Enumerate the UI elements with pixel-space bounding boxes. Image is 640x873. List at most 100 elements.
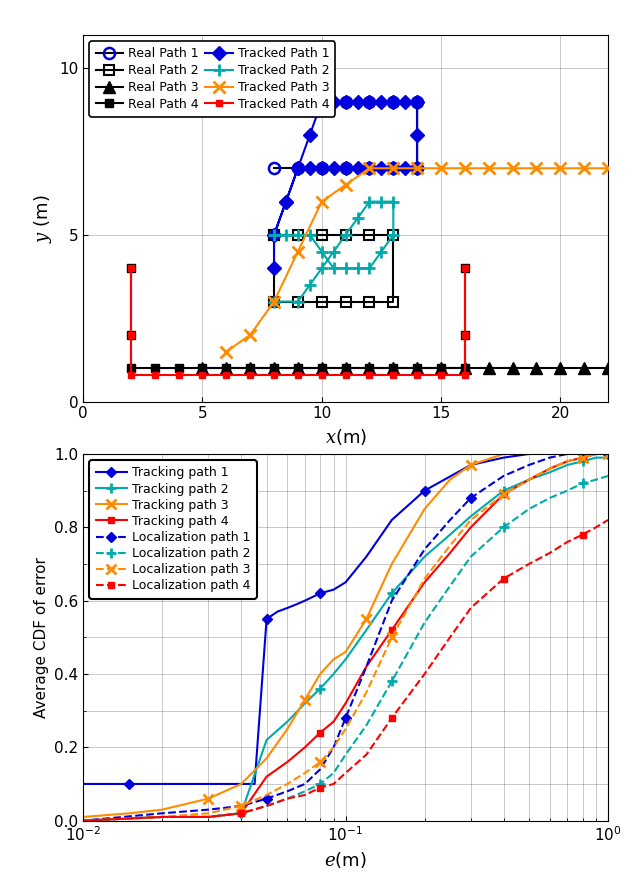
Tracking path 4 [316, 727, 324, 738]
Tracking path 1 [316, 588, 324, 599]
Tracking path 1 [525, 449, 533, 459]
Tracking path 2 [21, 815, 29, 826]
Tracked Path 2 [270, 296, 278, 306]
Tracking path 4 [284, 757, 291, 767]
Tracking path 2 [330, 669, 337, 679]
Tracked Path 1 [306, 163, 314, 174]
Real Path 1 [270, 96, 278, 107]
Localization path 2 [284, 794, 291, 804]
X-axis label: $x$(m): $x$(m) [324, 427, 367, 447]
Localization path 4 [79, 815, 87, 826]
Localization path 2 [579, 478, 586, 489]
Tracking path 1 [420, 485, 428, 496]
Real Path 1 [365, 96, 373, 107]
Localization path 2 [563, 485, 571, 496]
Real Path 1 [294, 163, 301, 174]
Tracked Path 2 [354, 263, 362, 273]
Localization path 1 [284, 786, 291, 796]
Localization path 1 [263, 794, 271, 804]
Real Path 4 [270, 363, 278, 374]
Tracking path 3 [301, 694, 308, 705]
Tracked Path 1 [378, 163, 385, 174]
Real Path 2 [270, 230, 278, 240]
Line: Tracked Path 3: Tracked Path 3 [220, 162, 614, 358]
Line: Tracked Path 2: Tracked Path 2 [268, 196, 399, 308]
Real Path 3 [390, 363, 397, 374]
Real Path 1 [365, 163, 373, 174]
Tracking path 3 [125, 808, 133, 819]
Line: Localization path 3: Localization path 3 [20, 449, 613, 826]
Localization path 1 [579, 449, 586, 459]
Tracked Path 1 [390, 96, 397, 107]
Localization path 3 [500, 489, 508, 499]
Localization path 4 [237, 808, 245, 819]
Localization path 1 [237, 801, 245, 811]
Line: Real Path 3: Real Path 3 [197, 362, 614, 374]
Tracked Path 3 [223, 347, 230, 357]
Real Path 3 [413, 363, 421, 374]
Real Path 4 [390, 363, 397, 374]
Tracking path 1 [604, 449, 612, 459]
Line: Localization path 2: Localization path 2 [20, 471, 613, 826]
Tracked Path 2 [365, 263, 373, 273]
Tracked Path 4 [198, 369, 206, 380]
Tracking path 3 [525, 449, 533, 459]
Tracking path 4 [525, 474, 533, 485]
Real Path 2 [365, 296, 373, 306]
Real Path 1 [390, 96, 397, 107]
Localization path 4 [362, 749, 370, 760]
Tracked Path 1 [270, 230, 278, 240]
Localization path 2 [592, 474, 600, 485]
Real Path 4 [413, 363, 421, 374]
Localization path 1 [525, 460, 533, 471]
Tracked Path 4 [437, 369, 445, 380]
Localization path 3 [467, 515, 475, 526]
Tracking path 2 [604, 452, 612, 463]
Localization path 4 [546, 547, 554, 558]
Tracked Path 2 [318, 263, 326, 273]
Tracking path 1 [500, 452, 508, 463]
Tracking path 1 [284, 602, 291, 613]
Tracked Path 1 [282, 196, 290, 207]
Localization path 4 [446, 632, 454, 643]
Tracked Path 4 [175, 369, 182, 380]
Localization path 3 [158, 812, 166, 822]
Tracking path 4 [158, 812, 166, 822]
Tracked Path 1 [413, 163, 421, 174]
Real Path 4 [246, 363, 254, 374]
Tracked Path 1 [342, 96, 349, 107]
Legend: Tracking path 1, Tracking path 2, Tracking path 3, Tracking path 4, Localization: Tracking path 1, Tracking path 2, Tracki… [90, 460, 257, 599]
Real Path 3 [604, 363, 612, 374]
Text: (a): (a) [334, 468, 357, 485]
Localization path 1 [420, 544, 428, 554]
Tracked Path 3 [318, 196, 326, 207]
Localization path 1 [205, 804, 212, 815]
Y-axis label: $y$ (m): $y$ (m) [31, 194, 54, 243]
Tracking path 4 [237, 808, 245, 819]
Real Path 3 [246, 363, 254, 374]
Real Path 4 [318, 363, 326, 374]
Localization path 3 [301, 767, 308, 778]
Tracked Path 2 [378, 246, 385, 257]
Real Path 4 [127, 363, 135, 374]
Localization path 2 [500, 522, 508, 533]
Tracking path 2 [205, 812, 212, 822]
Localization path 3 [362, 687, 370, 698]
Localization path 1 [604, 449, 612, 459]
Tracking path 4 [592, 449, 600, 459]
Real Path 1 [413, 96, 421, 107]
Tracking path 4 [420, 577, 428, 588]
Real Path 4 [437, 363, 445, 374]
Tracked Path 3 [437, 163, 445, 174]
Tracking path 1 [388, 515, 396, 526]
Localization path 3 [420, 574, 428, 584]
Y-axis label: Average CDF of error: Average CDF of error [33, 557, 49, 718]
Localization path 3 [592, 449, 600, 459]
Tracking path 2 [420, 552, 428, 562]
Tracking path 2 [592, 452, 600, 463]
Real Path 3 [342, 363, 349, 374]
Tracking path 4 [467, 522, 475, 533]
Tracking path 1 [362, 552, 370, 562]
Localization path 2 [205, 812, 212, 822]
Tracked Path 1 [390, 163, 397, 174]
